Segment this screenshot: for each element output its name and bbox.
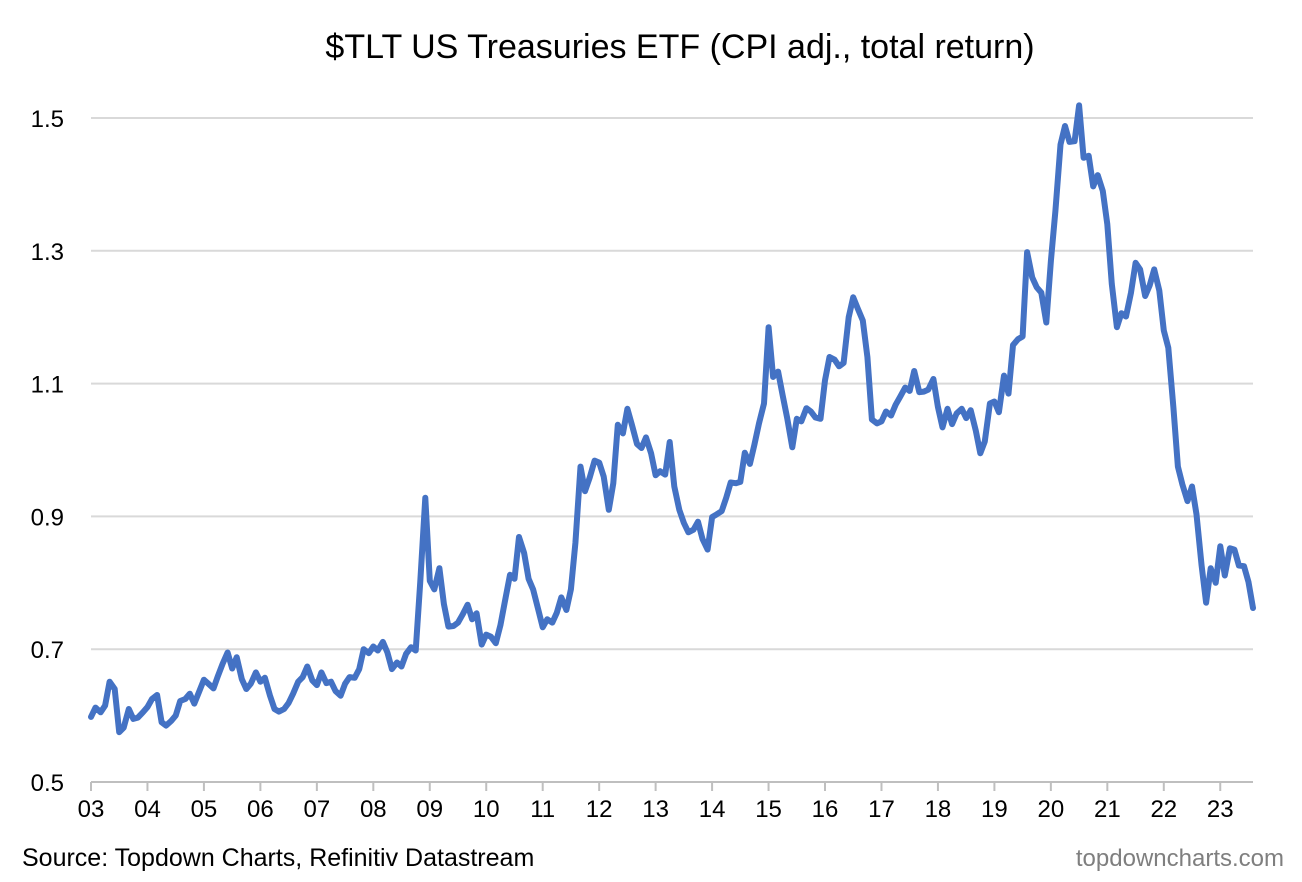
x-tick-label: 15 (755, 796, 782, 823)
y-tick-label: 0.9 (31, 504, 64, 531)
source-note: Source: Topdown Charts, Refinitiv Datast… (22, 844, 534, 872)
x-tick-label: 13 (642, 796, 669, 823)
y-tick-label: 0.5 (31, 770, 64, 797)
x-tick-label: 07 (303, 796, 330, 823)
x-tick-label: 19 (981, 796, 1008, 823)
x-tick-label: 11 (530, 796, 555, 823)
x-tick-label: 23 (1207, 796, 1234, 823)
x-tick-label: 08 (360, 796, 387, 823)
x-tick-label: 20 (1038, 796, 1065, 823)
x-tick-label: 21 (1094, 796, 1121, 823)
x-tick-label: 16 (812, 796, 839, 823)
series-line-0 (88, 102, 1256, 736)
x-tick-label: 12 (586, 796, 613, 823)
watermark: topdowncharts.com (1076, 845, 1284, 872)
gridlines (91, 117, 1253, 651)
x-tick-label: 04 (134, 796, 161, 823)
x-tick-label: 14 (699, 796, 726, 823)
x-tick-label: 05 (191, 796, 218, 823)
y-tick-label: 1.1 (31, 372, 64, 399)
y-tick-label: 1.5 (31, 106, 64, 133)
series-layer (88, 102, 1256, 736)
x-axis: 03 04 05 06 07 08 09 10 11 12 13 14 15 16 17 18 19 20 21 22… (78, 782, 1234, 823)
y-tick-label: 1.3 (31, 239, 64, 266)
y-axis-tick-labels: 0.5 0.7 0.9 1.1 1.3 1.5 (31, 106, 64, 797)
chart-title: $TLT US Treasuries ETF (CPI adj., total … (325, 28, 1034, 66)
x-tick-label: 10 (473, 796, 500, 823)
y-tick-label: 0.7 (31, 637, 64, 664)
x-tick-label: 03 (78, 796, 105, 823)
x-tick-label: 09 (416, 796, 443, 823)
x-tick-label: 18 (925, 796, 952, 823)
x-tick-label: 06 (247, 796, 274, 823)
x-tick-label: 17 (868, 796, 895, 823)
x-tick-label: 22 (1150, 796, 1177, 823)
